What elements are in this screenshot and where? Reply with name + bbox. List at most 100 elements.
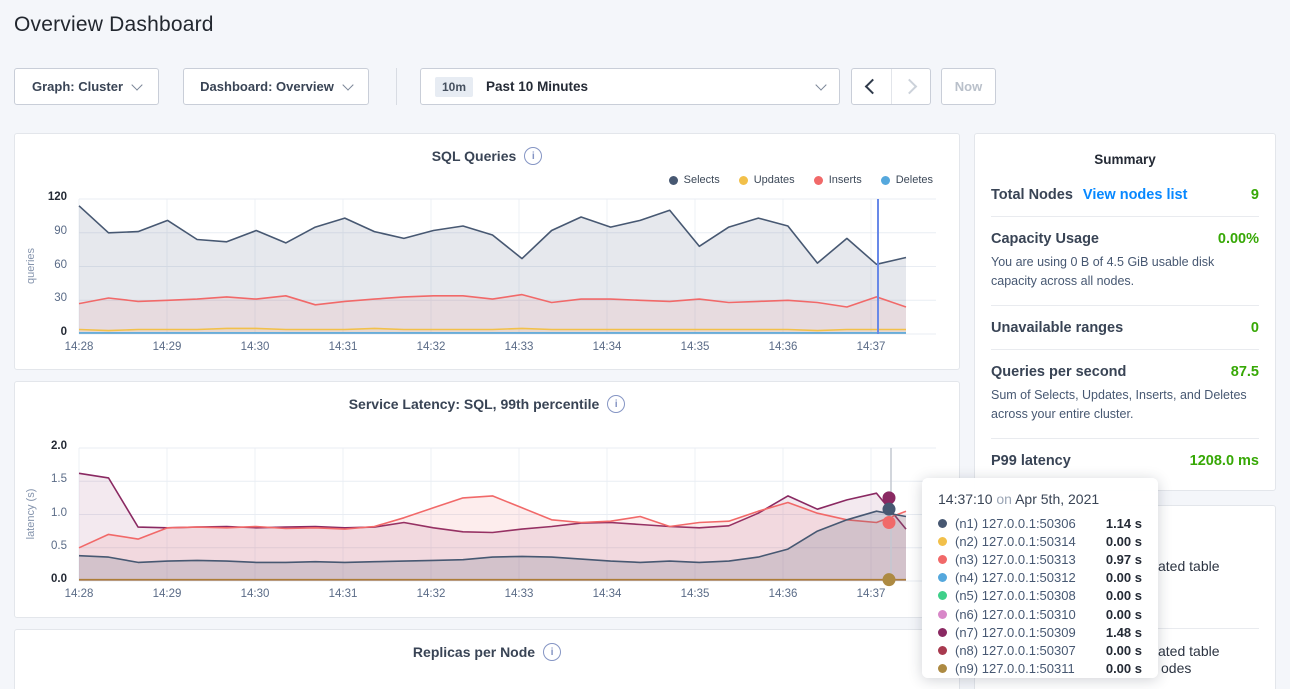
event-text-fragment: ated table (1158, 558, 1220, 574)
y-tick-label: 2.0 (21, 440, 67, 452)
tooltip-node-label: (n4) 127.0.0.1:50312 (955, 570, 1098, 585)
tooltip-node-value: 0.00 s (1106, 643, 1142, 658)
info-icon[interactable]: i (543, 643, 561, 661)
tooltip-row: (n6) 127.0.0.1:50310 0.00 s (938, 605, 1142, 623)
now-button[interactable]: Now (941, 68, 996, 105)
summary-row-head: Queries per second87.5 (991, 364, 1259, 380)
x-tick-label: 14:32 (409, 588, 453, 600)
x-tick-label: 14:36 (761, 341, 805, 353)
event-text-fragment: ated table (1158, 643, 1220, 659)
tooltip-row: (n9) 127.0.0.1:50311 0.00 s (938, 660, 1142, 678)
tooltip-node-value: 0.97 s (1106, 552, 1142, 567)
y-tick-label: 90 (21, 225, 67, 237)
tooltip-row: (n2) 127.0.0.1:50314 0.00 s (938, 532, 1142, 550)
tooltip-node-label: (n6) 127.0.0.1:50310 (955, 607, 1098, 622)
time-next-button[interactable] (891, 69, 930, 104)
x-tick-label: 14:34 (585, 341, 629, 353)
x-tick-label: 14:30 (233, 341, 277, 353)
tooltip-node-label: (n7) 127.0.0.1:50309 (955, 625, 1098, 640)
summary-row: Queries per second87.5 Sum of Selects, Up… (991, 349, 1259, 438)
tooltip-row: (n8) 127.0.0.1:50307 0.00 s (938, 641, 1142, 659)
time-prev-button[interactable] (852, 69, 891, 104)
timescale-select[interactable]: 10m Past 10 Minutes (420, 68, 840, 105)
dashboard-dropdown-label: Dashboard: Overview (200, 79, 334, 94)
tooltip-node-value: 0.00 s (1106, 588, 1142, 603)
time-window-badge: 10m (435, 77, 473, 97)
y-tick-label: 0 (21, 326, 67, 338)
toolbar-divider (396, 68, 397, 105)
x-tick-label: 14:31 (321, 588, 365, 600)
x-tick-label: 14:34 (585, 588, 629, 600)
x-tick-label: 14:29 (145, 341, 189, 353)
metric-description: You are using 0 B of 4.5 GiB usable disk… (991, 253, 1259, 292)
tooltip-node-value: 0.00 s (1106, 607, 1142, 622)
summary-row-head: P99 latency 1208.0 ms (991, 453, 1259, 469)
metric-value: 9 (1251, 187, 1259, 203)
metric-label: Capacity Usage (991, 231, 1099, 247)
x-tick-label: 14:37 (849, 341, 893, 353)
x-tick-label: 14:28 (57, 341, 101, 353)
dashboard-dropdown[interactable]: Dashboard: Overview (183, 68, 369, 105)
summary-row-head: Total Nodes View nodes list 9 (991, 187, 1259, 203)
x-tick-label: 14:33 (497, 588, 541, 600)
tooltip-node-value: 0.00 s (1106, 661, 1142, 676)
chevron-down-icon (342, 79, 353, 90)
tooltip-node-value: 1.48 s (1106, 625, 1142, 640)
metric-label: P99 latency (991, 453, 1071, 469)
tooltip-row: (n5) 127.0.0.1:50308 0.00 s (938, 587, 1142, 605)
sql-queries-chart[interactable] (15, 134, 961, 371)
chevron-down-icon (131, 79, 142, 90)
service-latency-chart[interactable] (15, 382, 961, 619)
replicas-per-node-panel: Replicas per Node i (14, 629, 960, 689)
graph-dropdown[interactable]: Graph: Cluster (14, 68, 159, 105)
tooltip-node-label: (n2) 127.0.0.1:50314 (955, 534, 1098, 549)
tooltip-node-label: (n5) 127.0.0.1:50308 (955, 588, 1098, 603)
tooltip-row: (n3) 127.0.0.1:50313 0.97 s (938, 550, 1142, 568)
x-tick-label: 14:32 (409, 341, 453, 353)
series-dot-icon (938, 610, 947, 619)
tooltip-node-label: (n8) 127.0.0.1:50307 (955, 643, 1098, 658)
metric-description: Sum of Selects, Updates, Inserts, and De… (991, 386, 1259, 425)
chevron-left-icon (865, 79, 881, 95)
metric-label: Total Nodes (991, 187, 1073, 203)
x-tick-label: 14:36 (761, 588, 805, 600)
x-tick-label: 14:35 (673, 588, 717, 600)
summary-panel: Summary Total Nodes View nodes list 9 Capac… (974, 133, 1276, 491)
metric-value: 0 (1251, 320, 1259, 336)
metric-label: Unavailable ranges (991, 320, 1123, 336)
tooltip-node-value: 0.00 s (1106, 570, 1142, 585)
chevron-down-icon (815, 79, 826, 90)
tooltip-node-label: (n1) 127.0.0.1:50306 (955, 516, 1098, 531)
y-tick-label: 0.0 (21, 573, 67, 585)
chevron-right-icon (902, 79, 918, 95)
now-button-label: Now (955, 79, 982, 94)
series-dot-icon (938, 555, 947, 564)
tooltip-row: (n4) 127.0.0.1:50312 0.00 s (938, 569, 1142, 587)
series-dot-icon (938, 573, 947, 582)
y-tick-label: 1.0 (21, 507, 67, 519)
summary-row: Unavailable ranges 0 (991, 305, 1259, 349)
y-tick-label: 30 (21, 292, 67, 304)
time-arrows-group (851, 68, 931, 105)
page-title: Overview Dashboard (14, 13, 214, 37)
sql-queries-panel: SQL Queries i SelectsUpdatesInsertsDelet… (14, 133, 960, 370)
event-text-fragment: odes (1161, 660, 1191, 676)
tooltip-node-label: (n9) 127.0.0.1:50311 (955, 661, 1098, 676)
tooltip-node-value: 0.00 s (1106, 534, 1142, 549)
series-dot-icon (938, 628, 947, 637)
view-nodes-link[interactable]: View nodes list (1083, 187, 1188, 203)
x-tick-label: 14:35 (673, 341, 717, 353)
tooltip-timestamp: 14:37:10 on Apr 5th, 2021 (938, 491, 1142, 507)
x-tick-label: 14:29 (145, 588, 189, 600)
summary-title: Summary (975, 134, 1275, 173)
metric-value: 1208.0 ms (1190, 453, 1259, 469)
x-tick-label: 14:33 (497, 341, 541, 353)
series-dot-icon (938, 537, 947, 546)
tooltip-node-label: (n3) 127.0.0.1:50313 (955, 552, 1098, 567)
chart-tooltip: 14:37:10 on Apr 5th, 2021 (n1) 127.0.0.1… (922, 478, 1158, 678)
graph-dropdown-label: Graph: Cluster (32, 79, 123, 94)
x-tick-label: 14:30 (233, 588, 277, 600)
series-dot-icon (938, 664, 947, 673)
metric-value: 87.5 (1231, 364, 1259, 380)
y-tick-label: 120 (21, 191, 67, 203)
